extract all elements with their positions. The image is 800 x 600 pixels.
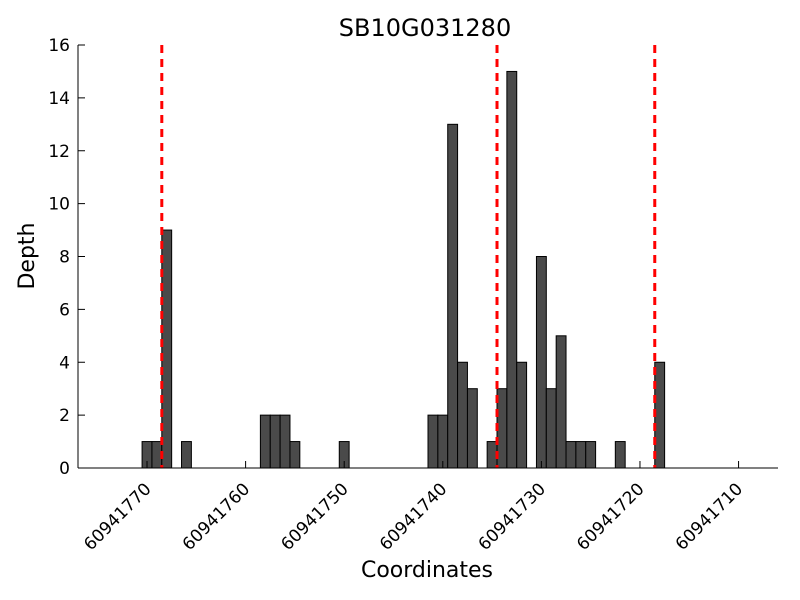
bar (427, 414, 439, 469)
x-tick-label: 60941760 (179, 479, 254, 554)
y-tick-label: 10 (48, 195, 70, 215)
bar (161, 229, 173, 469)
axes-layer (77, 45, 778, 469)
y-tick-label: 4 (59, 353, 70, 373)
y-tick-label: 14 (48, 89, 70, 109)
bar (447, 123, 459, 469)
x-axis-label: Coordinates (361, 558, 493, 583)
x-tick-label: 60941750 (277, 479, 352, 554)
bar (565, 441, 577, 469)
bar (269, 414, 281, 469)
bar (506, 70, 518, 469)
bar (457, 361, 468, 469)
ticks-layer: 0 2 4 6 8 10 12 14 16 60941770 60941760 60941750 609… (48, 36, 747, 555)
bar (289, 441, 301, 469)
bar (259, 414, 271, 469)
marker-lines-layer (160, 45, 657, 468)
bar (545, 388, 557, 469)
y-tick-label: 2 (59, 406, 70, 426)
y-tick-label: 0 (59, 459, 70, 479)
chart-title: SB10G031280 (339, 14, 511, 42)
bar (555, 335, 567, 469)
y-tick-label: 16 (48, 36, 70, 56)
bar (575, 441, 587, 469)
bar (279, 414, 291, 469)
x-tick-label: 60941730 (475, 479, 550, 554)
bars-layer (141, 70, 666, 469)
bar (535, 256, 547, 469)
bar (585, 441, 597, 469)
x-tick-label: 60941720 (573, 479, 648, 554)
x-tick-label: 60941770 (80, 479, 155, 554)
bar (516, 361, 528, 469)
y-tick-label: 8 (59, 248, 70, 268)
bar (437, 414, 449, 469)
y-tick-label: 12 (48, 142, 70, 162)
x-tick-label: 60941740 (376, 479, 451, 554)
y-axis-label: Depth (15, 222, 40, 289)
bar (466, 388, 478, 469)
bar (181, 441, 192, 469)
y-tick-label: 6 (59, 300, 70, 320)
bar (614, 441, 626, 469)
x-tick-label: 60941710 (672, 479, 747, 554)
